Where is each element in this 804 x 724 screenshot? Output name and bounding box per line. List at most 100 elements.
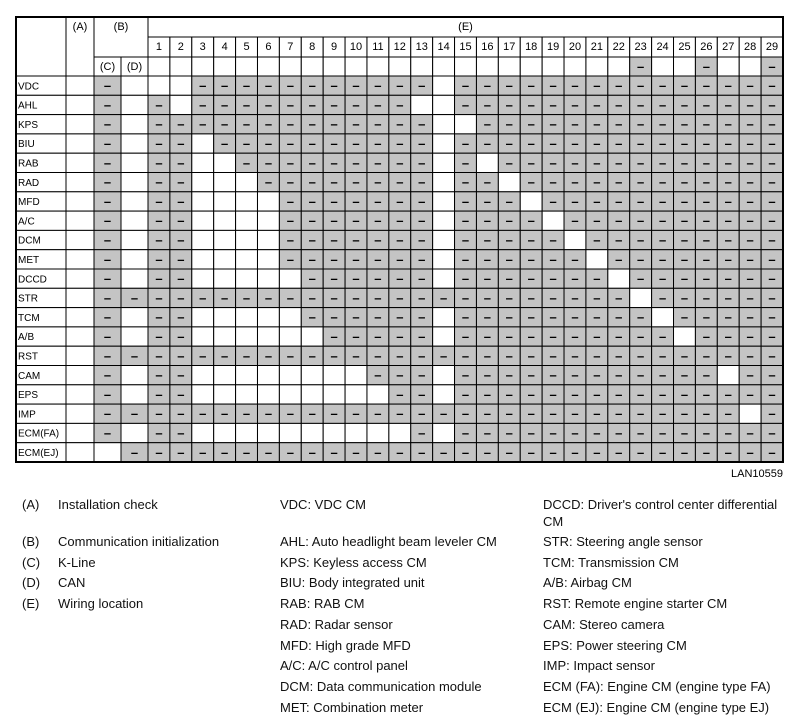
cell: [169, 56, 193, 77]
dash: –: [243, 445, 250, 460]
dash: –: [659, 136, 666, 151]
dash: –: [331, 78, 338, 93]
cell: [120, 365, 149, 386]
row-label: VDC: [18, 81, 39, 92]
dash: –: [549, 136, 556, 151]
dash: –: [352, 117, 359, 132]
dash: –: [352, 290, 359, 305]
dash: –: [549, 310, 556, 325]
dash: –: [725, 425, 732, 440]
cell: [120, 172, 149, 193]
row-label: EPS: [18, 390, 38, 401]
dash: –: [747, 78, 754, 93]
row-label: MET: [18, 255, 39, 266]
dash: –: [549, 425, 556, 440]
dash: –: [104, 406, 111, 421]
dash: –: [418, 310, 425, 325]
dash: –: [615, 310, 622, 325]
dash: –: [571, 136, 578, 151]
dash: –: [396, 406, 403, 421]
column-number: 23: [635, 41, 647, 53]
dash: –: [506, 155, 513, 170]
dash: –: [528, 232, 535, 247]
legend-text: MFD: High grade MFD: [280, 637, 411, 653]
dash: –: [309, 232, 316, 247]
legend-text: AHL: Auto headlight beam leveler CM: [280, 534, 497, 549]
row-label: ECM(EJ): [18, 448, 59, 459]
dash: –: [243, 155, 250, 170]
cell: [432, 210, 456, 231]
dash: –: [104, 348, 111, 363]
cell: [65, 345, 95, 367]
dash: –: [352, 232, 359, 247]
cell: [432, 326, 456, 347]
dash: –: [287, 445, 294, 460]
dash: –: [104, 425, 111, 440]
dash: –: [593, 97, 600, 112]
dash: –: [659, 97, 666, 112]
dash: –: [681, 252, 688, 267]
header-text: (B): [114, 21, 129, 33]
dash: –: [177, 252, 184, 267]
dash: –: [506, 117, 513, 132]
legend-text: MET: Combination meter: [280, 699, 424, 715]
cell: [191, 229, 215, 251]
dash: –: [659, 348, 666, 363]
dash: –: [571, 445, 578, 460]
cell: [213, 384, 237, 405]
dash: –: [615, 348, 622, 363]
dash: –: [462, 271, 469, 286]
cell: [432, 268, 456, 289]
dash: –: [352, 155, 359, 170]
cell: [235, 172, 258, 193]
dash: –: [352, 136, 359, 151]
figure-id: LAN10559: [731, 468, 783, 480]
dash: –: [768, 445, 775, 460]
dash: –: [703, 387, 710, 402]
dash: –: [374, 310, 381, 325]
dash: –: [221, 348, 228, 363]
dash: –: [221, 97, 228, 112]
dash: –: [155, 310, 162, 325]
cell: [191, 268, 215, 289]
dash: –: [331, 232, 338, 247]
dash: –: [747, 387, 754, 402]
dash: –: [104, 194, 111, 209]
dash: –: [549, 387, 556, 402]
dash: –: [615, 175, 622, 190]
cell: [213, 326, 237, 347]
cell: [65, 114, 95, 135]
dash: –: [221, 406, 228, 421]
cell: [278, 326, 302, 347]
dash: –: [725, 406, 732, 421]
column-number: 13: [416, 41, 428, 53]
dash: –: [221, 78, 228, 93]
cell: [322, 384, 346, 405]
dash: –: [177, 194, 184, 209]
dash: –: [571, 348, 578, 363]
dash: –: [155, 271, 162, 286]
dash: –: [768, 175, 775, 190]
cell: [65, 422, 95, 444]
dash: –: [155, 175, 162, 190]
header-cell: [65, 16, 95, 77]
dash: –: [462, 155, 469, 170]
cell: [432, 172, 456, 193]
cell: [120, 191, 149, 212]
dash: –: [104, 232, 111, 247]
dash: –: [637, 155, 644, 170]
dash: –: [177, 271, 184, 286]
dash: –: [681, 310, 688, 325]
dash: –: [462, 387, 469, 402]
cell: [191, 384, 215, 405]
row-label: BIU: [18, 139, 35, 150]
dash: –: [615, 136, 622, 151]
dash: –: [309, 117, 316, 132]
dash: –: [659, 175, 666, 190]
dash: –: [155, 155, 162, 170]
cell: [65, 268, 95, 289]
dash: –: [484, 406, 491, 421]
dash: –: [725, 445, 732, 460]
dash: –: [177, 310, 184, 325]
dash: –: [571, 406, 578, 421]
